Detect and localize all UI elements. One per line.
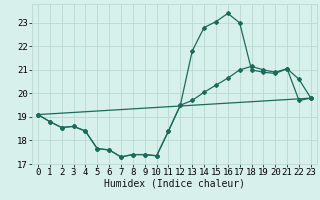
X-axis label: Humidex (Indice chaleur): Humidex (Indice chaleur) [104,179,245,189]
